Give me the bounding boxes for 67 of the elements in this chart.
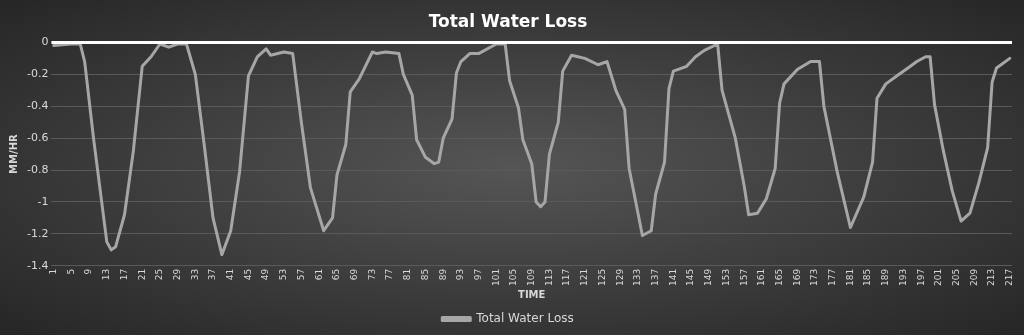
x-tick-label: 113 <box>543 268 554 287</box>
x-tick-label: 193 <box>897 268 908 287</box>
x-tick-label: 189 <box>880 268 891 287</box>
x-tick-label: 81 <box>402 268 413 281</box>
x-tick-label: 141 <box>667 268 678 287</box>
x-tick-label: 69 <box>349 268 360 281</box>
x-tick-label: 217 <box>1004 268 1015 287</box>
x-tick-label: 153 <box>720 268 731 287</box>
x-tick-label: 73 <box>366 268 377 281</box>
x-tick-label: 41 <box>225 268 236 281</box>
x-tick-label: 125 <box>596 268 607 287</box>
x-tick-label: 169 <box>791 268 802 287</box>
x-tick-label: 185 <box>862 268 873 287</box>
x-tick-label: 121 <box>579 268 590 287</box>
x-tick-label: 13 <box>101 268 112 281</box>
y-tick-label: 0 <box>41 35 49 49</box>
x-tick-label: 181 <box>844 268 855 287</box>
y-tick-label: -1.4 <box>26 258 49 272</box>
x-tick-label: 37 <box>207 268 218 281</box>
x-tick-label: 145 <box>685 268 696 287</box>
x-tick-label: 209 <box>968 268 979 287</box>
x-tick-label: 213 <box>986 268 997 287</box>
x-tick-label: 133 <box>632 268 643 287</box>
x-tick-label: 197 <box>915 268 926 287</box>
x-tick-label: 85 <box>419 268 430 281</box>
x-tick-label: 101 <box>490 268 501 287</box>
x-tick-label: 17 <box>118 268 129 281</box>
y-tick-label: -0.4 <box>26 99 49 113</box>
x-tick-label: 53 <box>278 268 289 281</box>
chart-title: Total Water Loss <box>428 10 588 31</box>
x-tick-label: 49 <box>260 268 271 281</box>
y-tick-label: -0.8 <box>26 162 49 176</box>
y-axis-title: MM/HR <box>7 134 19 174</box>
x-tick-label: 5 <box>65 268 76 275</box>
x-tick-label: 29 <box>171 268 182 281</box>
x-tick-label: 77 <box>384 268 395 281</box>
x-tick-label: 1 <box>48 268 59 275</box>
x-axis-title: TIME <box>518 288 546 300</box>
x-tick-label: 157 <box>738 268 749 287</box>
x-tick-label: 57 <box>295 268 306 281</box>
x-tick-label: 97 <box>472 268 483 281</box>
x-tick-label: 161 <box>756 268 767 287</box>
x-tick-label: 129 <box>614 268 625 287</box>
y-tick-label: -0.6 <box>26 131 49 145</box>
x-tick-label: 105 <box>508 268 519 287</box>
x-tick-label: 25 <box>154 268 165 281</box>
x-tick-label: 137 <box>650 268 661 287</box>
x-tick-label: 45 <box>242 268 253 281</box>
legend-label: Total Water Loss <box>475 311 574 326</box>
x-tick-label: 109 <box>526 268 537 287</box>
x-tick-label: 201 <box>933 268 944 287</box>
x-tick-label: 65 <box>331 268 342 281</box>
y-tick-label: -1.2 <box>26 226 49 240</box>
x-tick-label: 21 <box>136 268 147 281</box>
y-tick-label: -0.2 <box>26 67 49 81</box>
x-tick-label: 9 <box>83 268 94 275</box>
x-tick-label: 33 <box>189 268 200 281</box>
y-tick-label: -1 <box>37 194 49 208</box>
x-tick-label: 149 <box>703 268 714 287</box>
x-tick-label: 205 <box>951 268 962 287</box>
x-tick-label: 93 <box>455 268 466 281</box>
x-tick-label: 117 <box>561 268 572 287</box>
x-tick-label: 89 <box>437 268 448 281</box>
x-tick-label: 177 <box>827 268 838 287</box>
x-tick-label: 173 <box>809 268 820 287</box>
x-tick-label: 165 <box>773 268 784 287</box>
x-tick-label: 61 <box>313 268 324 281</box>
